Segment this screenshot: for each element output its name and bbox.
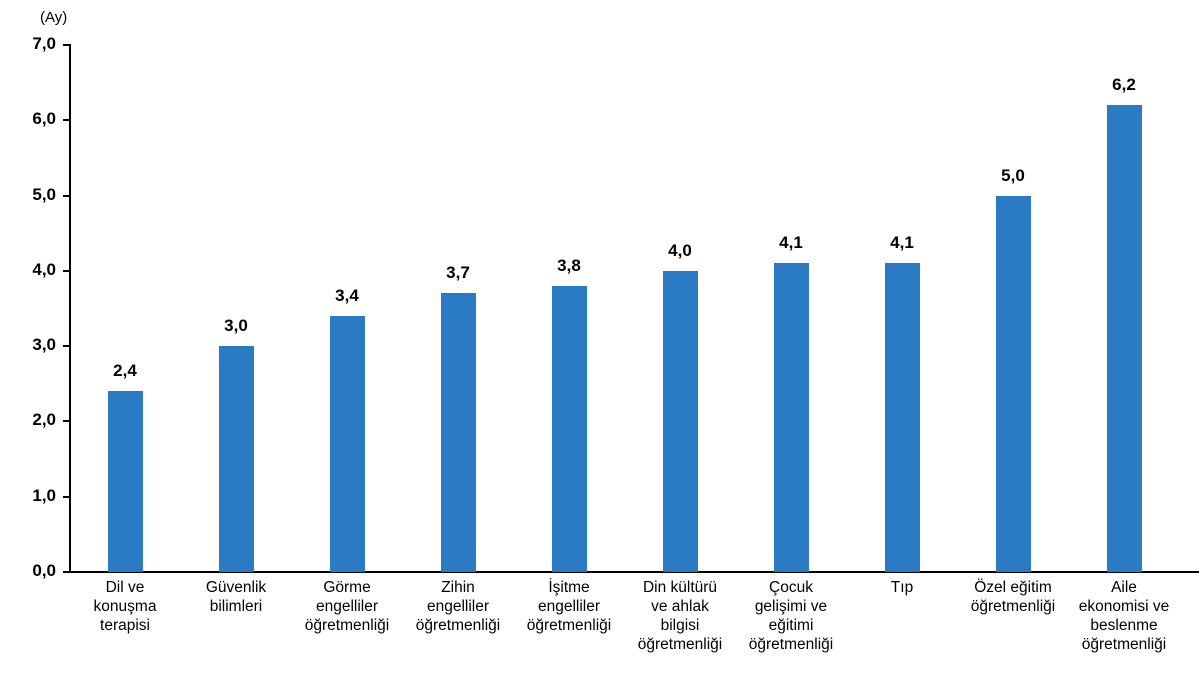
bar-value-label: 6,2 [1112,75,1136,95]
y-tick-mark [63,420,70,423]
y-tick-mark [63,194,70,197]
category-label: Dil ve konuşma terapisi [93,579,157,634]
y-tick-label: 4,0 [32,259,56,279]
bar-value-label: 3,0 [224,316,248,336]
bar [219,346,254,572]
bar [663,270,698,572]
category-label: Din kültürü ve ahlak bilgisi öğretmenliğ… [637,579,723,653]
category-label: Özel eğitim öğretmenliği [970,579,1056,615]
bar [552,285,587,572]
bar [441,293,476,572]
x-axis-line [69,571,1199,573]
category-label: Aile ekonomisi ve beslenme öğretmenliği [1078,579,1170,653]
bar [774,263,809,572]
category-label: Güvenlik bilimleri [205,579,267,615]
bar-value-label: 5,0 [1001,165,1025,185]
y-tick-mark [63,345,70,348]
category-label: Zihin engelliler öğretmenliği [415,579,501,634]
bar-value-label: 3,4 [335,285,359,305]
bar-value-label: 3,8 [557,255,581,275]
bar [330,315,365,572]
y-tick-label: 0,0 [32,561,56,580]
bar-value-label: 4,1 [779,233,803,253]
y-tick-label: 6,0 [32,109,56,129]
category-label: Görme engelliler öğretmenliği [304,579,390,634]
y-tick-mark [63,571,70,573]
category-label: İşitme engelliler öğretmenliği [526,579,612,634]
y-tick-label: 1,0 [32,485,56,505]
bar-value-label: 4,0 [668,240,692,260]
y-tick-mark [63,495,70,498]
bar-value-label: 3,7 [446,263,470,283]
y-tick-mark [63,119,70,122]
category-label: Çocuk gelişimi ve eğitimi öğretmenliği [748,579,834,653]
bar [108,391,143,572]
bar-value-label: 2,4 [113,361,137,381]
bar [1107,105,1142,572]
y-axis-unit-label: (Ay) [40,9,68,26]
y-axis-line [69,44,71,572]
y-tick-label: 2,0 [32,410,56,430]
category-label: Tıp [890,579,914,596]
y-tick-mark [63,43,70,46]
y-tick-label: 7,0 [32,33,56,53]
bar [996,195,1031,572]
y-tick-label: 5,0 [32,184,56,204]
y-tick-label: 3,0 [32,335,56,355]
y-tick-mark [63,269,70,272]
bar-value-label: 4,1 [890,233,914,253]
bar [885,263,920,572]
